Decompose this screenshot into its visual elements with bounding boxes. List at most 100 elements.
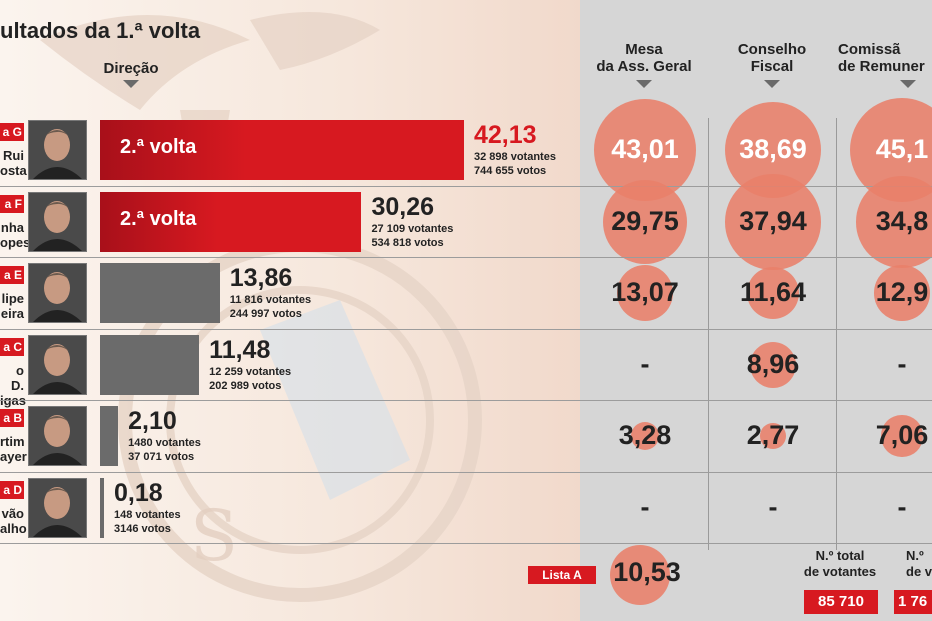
row-separator [0, 543, 932, 544]
candidate-name: o D. igas [0, 363, 26, 408]
conselho-header-line2: Fiscal [750, 58, 794, 75]
conselho-bubble [749, 341, 797, 389]
mesa-value: 43,01 [611, 134, 679, 164]
candidate-name-line2: alho [0, 521, 27, 536]
row-separator [0, 186, 932, 187]
votos-count: 3146 votos [114, 523, 171, 535]
lista-a-tag: Lista A [528, 566, 596, 584]
list-tag: a G [0, 123, 24, 141]
row-separator [0, 400, 932, 401]
votos-count: 534 818 votos [371, 237, 444, 249]
direcao-bar [100, 478, 104, 538]
total-votantes-label: N.º total de votantes [792, 548, 888, 580]
direcao-bar [100, 263, 220, 323]
votos-count: 744 655 votos [474, 165, 547, 177]
comissao-value: - [897, 492, 907, 522]
votantes-count: 32 898 votantes [474, 151, 556, 163]
candidate-photo [28, 263, 87, 323]
comissao-value: 7,06 [875, 420, 929, 450]
bar-label: 2.ª volta [120, 208, 197, 230]
mesa-value: 13,07 [611, 277, 679, 307]
mesa-arrow-icon [636, 80, 652, 88]
conselho-header-line1: Conselho [737, 41, 807, 58]
page-title: ultados da 1.ª volta [0, 18, 201, 43]
votantes-count: 11 816 votantes [229, 294, 312, 306]
candidate-name-line1: o D. [11, 363, 24, 393]
comissao-arrow-icon [900, 80, 916, 88]
candidate-name-line1: vão [1, 506, 24, 521]
comissao-bubble [881, 415, 923, 457]
total-votos-label: N.º de v [906, 548, 932, 580]
mesa-bubble [602, 179, 688, 265]
votantes-count: 1480 votantes [128, 437, 201, 449]
direcao-bar: 2.ª volta [100, 120, 464, 180]
candidate-name-line2: opes [0, 235, 31, 250]
comissao-value: 34,8 [875, 206, 929, 236]
direcao-percentage: 0,18 [114, 479, 163, 507]
total-votos-value: 1 76 [894, 590, 932, 614]
comissao-bubble [874, 265, 930, 321]
direcao-percentage: 42,13 [474, 121, 537, 149]
candidate-name-line1: Rui [3, 148, 24, 163]
direcao-bar [100, 335, 200, 395]
list-tag: a C [0, 338, 24, 356]
mesa-bubble [617, 265, 673, 321]
svg-text:S: S [190, 495, 238, 577]
column-separator [836, 118, 837, 550]
votantes-count: 12 259 votantes [209, 366, 292, 378]
votantes-count: 148 votantes [114, 509, 181, 521]
candidate-face-icon [29, 407, 86, 465]
mesa-value: - [640, 492, 650, 522]
candidate-name-line2: ayer [0, 449, 27, 464]
conselho-value: 11,64 [739, 277, 807, 307]
mesa-value: - [640, 349, 650, 379]
mesa-header-line1: Mesa [625, 41, 663, 58]
column-separator [708, 118, 709, 550]
total-votantes-label-line2: de votantes [803, 564, 877, 579]
candidate-face-icon [29, 193, 86, 251]
votantes-count: 27 109 votantes [371, 223, 454, 235]
candidate-name-line2: osta [0, 163, 27, 178]
candidate-face-icon [29, 479, 86, 537]
direcao-bar [100, 406, 119, 466]
total-votos-label-line1: N.º [906, 548, 924, 563]
candidate-name: nha opes [0, 220, 31, 250]
candidate-photo [28, 335, 87, 395]
direcao-percentage: 2,10 [128, 407, 177, 435]
conselho-header: Conselho Fiscal [712, 41, 832, 75]
conselho-bubble [746, 266, 800, 320]
list-tag: a B [0, 409, 24, 427]
direcao-bar: 2.ª volta [100, 192, 362, 252]
list-tag: a E [0, 266, 24, 284]
row-separator [0, 257, 932, 258]
mesa-header-line2: da Ass. Geral [596, 58, 692, 75]
candidate-photo [28, 478, 87, 538]
comissao-value: 45,1 [875, 134, 929, 164]
list-tag: a D [0, 481, 24, 499]
mesa-bubble [630, 421, 659, 450]
conselho-bubble [725, 174, 821, 270]
left-background [0, 0, 580, 621]
candidate-name-line1: lipe [1, 291, 24, 306]
total-votantes-label-line1: N.º total [815, 548, 865, 563]
direcao-percentage: 13,86 [229, 264, 293, 292]
conselho-value: - [768, 492, 778, 522]
conselho-arrow-icon [764, 80, 780, 88]
lista-a-bubble [610, 545, 670, 605]
bar-label: 2.ª volta [120, 136, 197, 158]
mesa-header: Mesa da Ass. Geral [584, 41, 704, 75]
comissao-bubble [856, 176, 932, 268]
candidate-name: Rui osta [0, 148, 27, 178]
row-separator [0, 472, 932, 473]
comissao-value: - [897, 349, 907, 379]
comissao-value: 12,9 [875, 277, 929, 307]
mesa-value: 3,28 [618, 420, 672, 450]
candidate-name: lipe eira [0, 291, 24, 321]
candidate-name: rtim ayer [0, 434, 27, 464]
comissao-header: Comissã de Remuner [836, 41, 932, 75]
candidate-photo [28, 120, 87, 180]
candidate-face-icon [29, 121, 86, 179]
candidate-name: vão alho [0, 506, 27, 536]
mesa-value: 29,75 [611, 206, 679, 236]
votos-count: 37 071 votos [128, 451, 195, 463]
